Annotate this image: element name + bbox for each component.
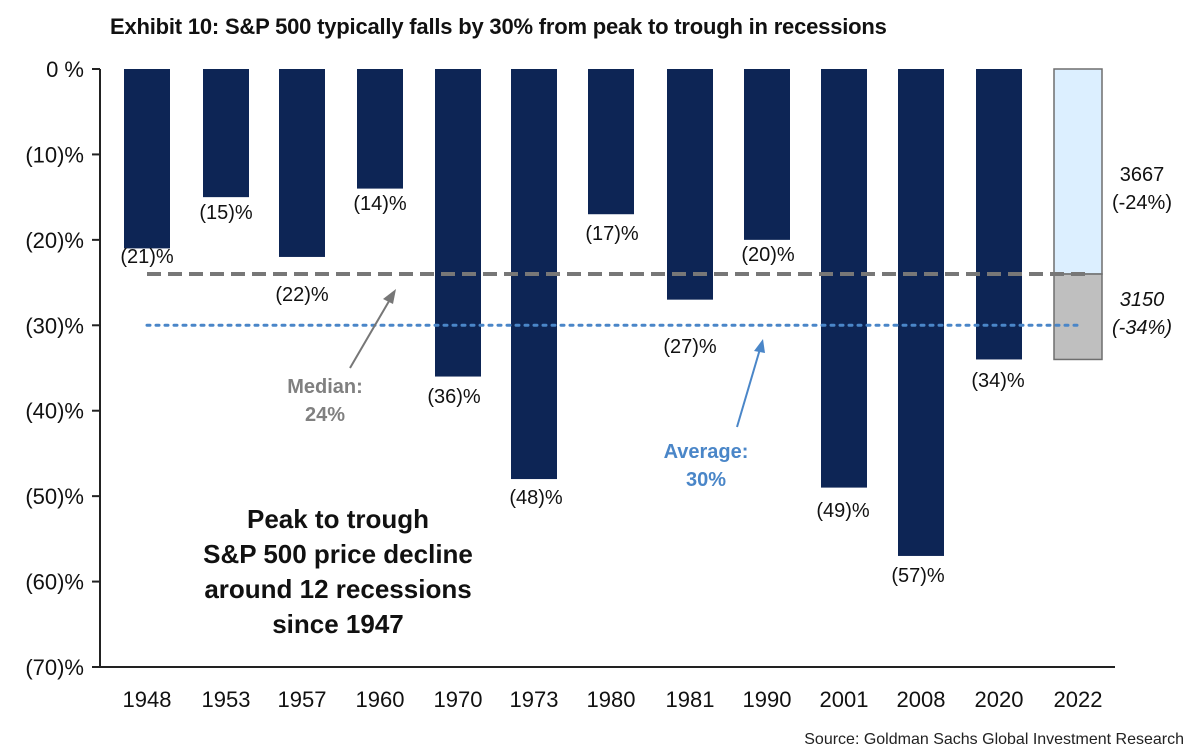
data-label: (22)%: [275, 284, 329, 306]
chart-title: Exhibit 10: S&P 500 typically falls by 3…: [110, 14, 887, 39]
bar: [203, 69, 249, 198]
data-label: (48)%: [509, 487, 563, 509]
chart-source: Source: Goldman Sachs Global Investment …: [804, 731, 1184, 748]
y-tick-label: (70)%: [25, 655, 84, 680]
x-tick-label: 1980: [587, 687, 636, 712]
scenario-bar-segment: [1053, 68, 1103, 275]
bar: [667, 69, 713, 300]
median-label: 24%: [305, 404, 345, 426]
average-arrowhead: [754, 339, 765, 353]
chart-annotation: S&P 500 price decline: [203, 539, 473, 569]
x-tick-label: 1957: [278, 687, 327, 712]
chart-annotation: since 1947: [272, 609, 404, 639]
bar: [744, 69, 790, 240]
data-label: (57)%: [891, 565, 945, 587]
x-tick-label: 2020: [975, 687, 1024, 712]
average-label: 30%: [686, 469, 726, 491]
data-label: (34)%: [971, 370, 1025, 392]
annotations: Median: 24% Average: 30% Peak to trough S&P 5…: [203, 289, 765, 639]
data-labels: (21)% (15)% (22)% (14)% (36)% (48)% (17)% (27)%…: [120, 164, 1172, 587]
scenario-label: 3667: [1120, 164, 1165, 186]
x-tick-label: 2001: [820, 687, 869, 712]
bar: [976, 69, 1022, 360]
data-label: (27)%: [663, 336, 717, 358]
scenario-label: 3150: [1120, 289, 1165, 311]
x-tick-label: 1973: [510, 687, 559, 712]
scenario-bar-segment: [1053, 273, 1103, 361]
x-tick-label: 1948: [123, 687, 172, 712]
bar: [588, 69, 634, 215]
bar: [821, 69, 867, 488]
data-label: (36)%: [427, 386, 481, 408]
data-label: (14)%: [353, 193, 407, 215]
x-tick-label: 1990: [743, 687, 792, 712]
y-tick-label: (10)%: [25, 142, 84, 167]
chart-bars: [124, 68, 1103, 556]
y-tick-label: (40)%: [25, 399, 84, 424]
data-label: (15)%: [199, 202, 253, 224]
bar: [357, 69, 403, 189]
y-tick-label: 0 %: [46, 57, 84, 82]
average-label: Average:: [664, 441, 749, 463]
y-tick-label: (30)%: [25, 313, 84, 338]
y-tick-label: (50)%: [25, 484, 84, 509]
bar: [279, 69, 325, 257]
data-label: (21)%: [120, 246, 174, 268]
y-tick-label: (20)%: [25, 228, 84, 253]
data-label: (17)%: [585, 223, 639, 245]
bar: [898, 69, 944, 556]
chart-axes: 0 % (10)% (20)% (30)% (40)% (50)% (60)% (70)% 19…: [25, 57, 1115, 712]
bar: [435, 69, 481, 377]
x-tick-label: 1970: [434, 687, 483, 712]
reference-lines: [145, 272, 1090, 327]
x-tick-label: 1953: [202, 687, 251, 712]
scenario-label: (-24%): [1112, 192, 1172, 214]
median-label: Median:: [287, 376, 363, 398]
y-tick-label: (60)%: [25, 570, 84, 595]
chart-annotation: around 12 recessions: [204, 574, 471, 604]
bar: [124, 69, 170, 249]
data-label: (20)%: [741, 244, 795, 266]
x-tick-label: 2008: [897, 687, 946, 712]
median-arrowhead: [383, 289, 396, 304]
x-tick-label: 1960: [356, 687, 405, 712]
median-arrow: [349, 295, 393, 369]
x-tick-label: 2022: [1054, 687, 1103, 712]
average-arrow: [736, 348, 761, 428]
scenario-label: (-34%): [1112, 317, 1172, 339]
chart-annotation: Peak to trough: [247, 504, 429, 534]
x-tick-label: 1981: [666, 687, 715, 712]
data-label: (49)%: [816, 500, 870, 522]
